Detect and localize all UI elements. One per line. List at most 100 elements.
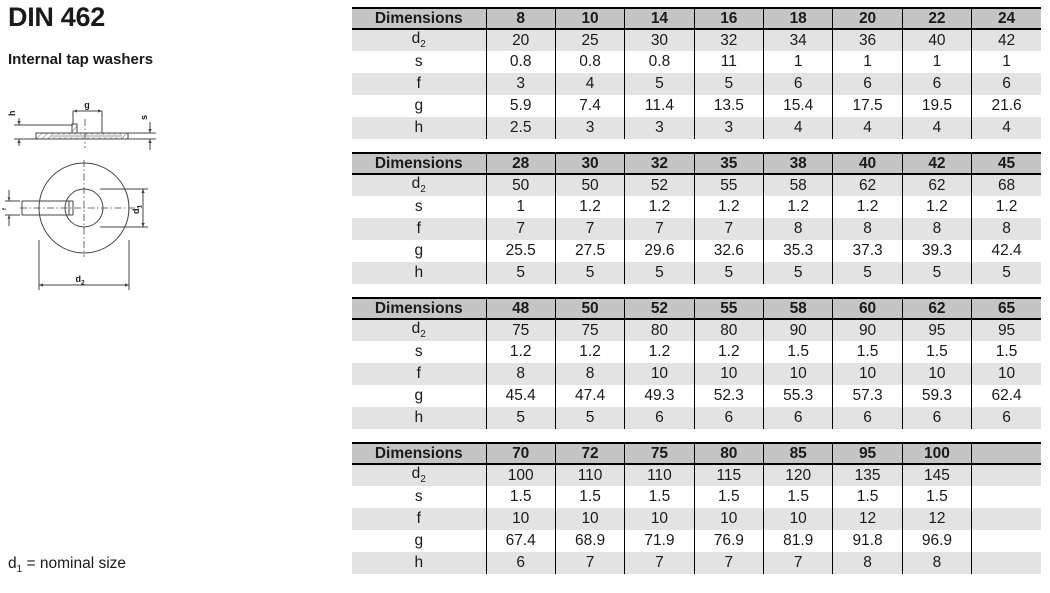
size-header-cell: 16 [694,8,765,30]
dim-label-d2: d2 [75,274,85,287]
value-cell: 1.2 [902,196,973,218]
row-label-cell: h [352,407,487,429]
header-row: Dimensions 48 50 52 55 58 60 62 65 [352,298,1041,320]
tab-section [71,123,78,134]
value-cell: 81.9 [763,530,834,552]
dimension-table-2: Dimensions 28 30 32 35 38 40 42 45 d2 50 50 52 55 58 62… [352,152,1041,284]
value-cell: 120 [763,464,834,486]
value-cell: 55.3 [763,385,834,407]
value-cell: 6 [1002,409,1011,426]
size-header-cell [971,443,1041,465]
value-cell: 10 [486,508,556,530]
value-cell: 5 [624,262,695,284]
row-label-cell: g [352,385,487,407]
value-cell: 1.2 [624,341,695,363]
value-cell: 4 [832,117,903,139]
value-cell: 6 [1002,75,1011,92]
size-header-cell: 22 [902,8,973,30]
size-header-cell: 8 [486,8,556,30]
row-label-cell: s [352,341,487,363]
value-cell: 67.4 [486,530,556,552]
row-label-cell: f [352,363,487,385]
value-cell: 5 [555,407,626,429]
value-cell: 6 [763,407,834,429]
row-label-cell: g [352,240,487,262]
front-view [5,160,148,290]
section-midline [50,134,122,138]
value-cell: 68.9 [555,530,626,552]
row-label-cell: d2 [352,319,487,341]
size-header-cell: 35 [694,153,765,175]
value-cell: 62 [902,174,973,196]
value-cell: 80 [624,319,695,341]
value-cell: 5 [555,262,626,284]
size-header-cell: 24 [971,8,1041,30]
value-cell [972,552,1041,574]
value-cell: 20 [486,29,556,51]
value-cell: 12 [832,508,903,530]
value-cell: 6 [624,407,695,429]
size-header-cell: 72 [555,443,626,465]
size-header-cell: 32 [624,153,695,175]
table-row-s: s 1.5 1.5 1.5 1.5 1.5 1.5 1.5 [352,486,1041,508]
value-cell: 5 [694,73,765,95]
value-cell: 1.5 [832,486,903,508]
value-cell: 55 [694,174,765,196]
row-label-cell: s [352,196,487,218]
table-row-f: f 10 10 10 10 10 12 12 [352,508,1041,530]
value-cell: 7 [694,218,765,240]
tables-area: Dimensions 8 10 14 16 18 20 22 24 d2 20 25 30 32 34 36 4… [352,7,1041,587]
dim-label-h: h [7,111,17,117]
size-header-cell: 48 [486,298,556,320]
value-cell: 5 [486,407,556,429]
row-label-cell: d2 [352,29,487,51]
value-cell: 40 [902,29,973,51]
row-label-cell: f [352,218,487,240]
dimensions-header-cell: Dimensions [352,153,487,175]
value-cell [972,486,1041,508]
front-arrows [7,189,145,287]
size-header-cell: 10 [555,8,626,30]
row-label-cell: d2 [352,464,487,486]
size-header-cell: 14 [624,8,695,30]
value-cell: 10 [624,508,695,530]
value-cell: 7 [555,552,626,574]
value-cell: 7 [763,552,834,574]
size-header-cell: 50 [555,298,626,320]
value-cell: 47.4 [555,385,626,407]
value-cell: 1 [486,196,556,218]
value-cell: 110 [555,464,626,486]
value-cell: 49.3 [624,385,695,407]
value-cell: 1.2 [995,198,1018,215]
size-header-cell: 58 [763,298,834,320]
header-row: Dimensions 28 30 32 35 38 40 42 45 [352,153,1041,175]
value-cell: 10 [555,508,626,530]
value-cell: 1.2 [694,341,765,363]
size-header-cell: 65 [971,298,1041,320]
value-cell: 8 [763,218,834,240]
row-label-cell: h [352,262,487,284]
table-row-d: d2 20 25 30 32 34 36 40 42 [352,29,1041,51]
value-cell: 0.8 [624,51,695,73]
value-cell: 1.2 [832,196,903,218]
value-cell: 91.8 [832,530,903,552]
value-cell: 1.2 [555,196,626,218]
value-cell: 8 [832,552,903,574]
value-cell: 7 [624,218,695,240]
row-label-cell: h [352,552,487,574]
value-cell: 36 [832,29,903,51]
value-cell: 57.3 [832,385,903,407]
size-header-cell: 70 [486,443,556,465]
size-header-cell: 75 [624,443,695,465]
value-cell: 1.2 [763,196,834,218]
value-cell: 4 [555,73,626,95]
value-cell: 1.5 [763,341,834,363]
table-row-d: d2 75 75 80 80 90 90 95 95 [352,319,1041,341]
value-cell: 1 [1002,53,1011,70]
value-cell: 6 [902,407,973,429]
size-header-cell: 55 [694,298,765,320]
value-cell: 50 [486,174,556,196]
value-cell: 100 [486,464,556,486]
value-cell: 30 [624,29,695,51]
